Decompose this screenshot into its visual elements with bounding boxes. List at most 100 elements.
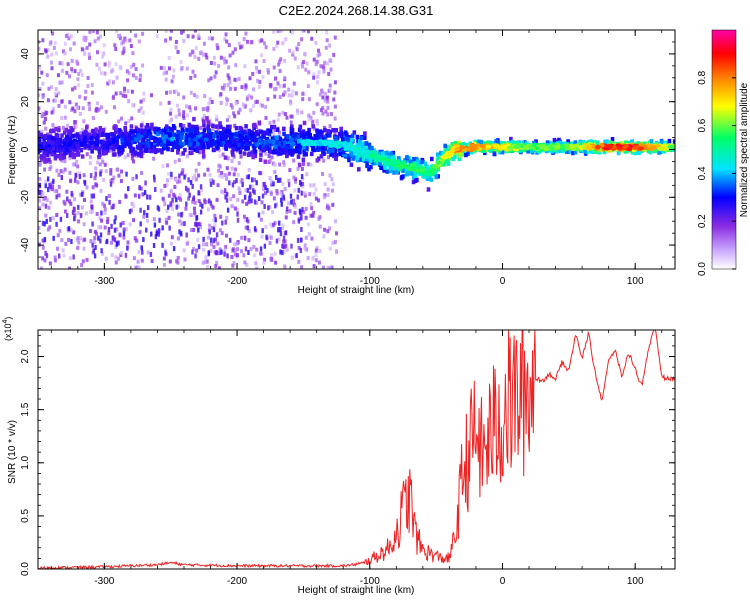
heatmap-cell <box>126 89 130 94</box>
heatmap-cell <box>296 143 300 149</box>
heatmap-cell <box>280 201 283 207</box>
heatmap-cell <box>219 142 224 147</box>
heatmap-cell <box>243 260 247 265</box>
heatmap-cell <box>171 202 175 207</box>
heatmap-cell <box>534 146 541 151</box>
heatmap-cell <box>99 169 103 174</box>
heatmap-cell <box>204 137 208 142</box>
heatmap-cell <box>367 142 372 148</box>
heatmap-cell <box>167 171 171 176</box>
heatmap-cell <box>90 83 94 88</box>
heatmap-cell <box>303 193 307 198</box>
heatmap-cell <box>139 207 142 213</box>
heatmap-cell <box>134 126 139 132</box>
heatmap-cell <box>161 164 165 169</box>
heatmap-cell <box>257 196 261 202</box>
heatmap-cell <box>298 149 302 155</box>
heatmap-cell <box>145 212 149 218</box>
heatmap-cell <box>329 145 333 151</box>
snr-y-label: SNR (10 * v/v) <box>7 420 18 484</box>
heatmap-cell <box>217 266 221 269</box>
heatmap-cell <box>282 92 286 97</box>
heatmap-cell <box>358 157 363 162</box>
heatmap-cell <box>103 207 107 212</box>
heatmap-cell <box>134 238 138 243</box>
heatmap-cell <box>202 119 206 124</box>
heatmap-cell <box>109 171 113 176</box>
heatmap-cell <box>66 123 70 128</box>
heatmap-cell <box>321 265 325 269</box>
heatmap-cell <box>277 237 281 242</box>
heatmap-cell <box>226 132 230 138</box>
x-tick-label: -200 <box>227 576 247 587</box>
heatmap-cell <box>310 213 314 218</box>
heatmap-cell <box>54 132 59 138</box>
heatmap-cell <box>122 49 126 54</box>
heatmap-cell <box>275 202 279 207</box>
heatmap-cell <box>446 152 453 157</box>
heatmap-cell <box>231 247 235 252</box>
heatmap-cell <box>189 128 194 133</box>
heatmap-cell <box>76 210 80 215</box>
heatmap-cell <box>550 149 554 154</box>
heatmap-cell <box>279 231 283 237</box>
heatmap-cell <box>602 149 607 155</box>
heatmap-cell <box>446 161 451 167</box>
heatmap-cell <box>180 142 185 147</box>
heatmap-cell <box>443 158 447 164</box>
heatmap-cell <box>244 146 248 151</box>
heatmap-cell <box>60 99 64 104</box>
heatmap-cell <box>107 193 111 198</box>
heatmap-cell <box>341 136 345 142</box>
heatmap-cell <box>263 204 266 210</box>
heatmap-cell <box>270 252 274 257</box>
heatmap-cell <box>220 170 224 175</box>
heatmap-cell <box>557 137 561 143</box>
heatmap-cell <box>162 139 167 144</box>
heatmap-cell <box>291 133 296 138</box>
heatmap-cell <box>223 130 227 136</box>
heatmap-cell <box>126 245 129 251</box>
heatmap-cell <box>211 225 215 230</box>
heatmap-cell <box>168 259 172 264</box>
heatmap-cell <box>648 146 655 151</box>
heatmap-cell <box>151 142 155 147</box>
heatmap-cell <box>72 147 77 152</box>
heatmap-cell <box>53 91 57 96</box>
heatmap-cell <box>293 204 297 209</box>
heatmap-cell <box>71 162 75 167</box>
heatmap-cell <box>271 139 276 144</box>
heatmap-cell <box>70 134 75 139</box>
x-tick-label: 100 <box>627 576 644 587</box>
heatmap-cell <box>201 203 204 209</box>
heatmap-cell <box>150 93 154 98</box>
heatmap-cell <box>250 95 254 100</box>
heatmap-cell <box>236 145 241 151</box>
heatmap-cell <box>207 129 212 134</box>
heatmap-cell <box>244 83 248 88</box>
heatmap-cell <box>234 125 239 131</box>
heatmap-cell <box>181 221 185 226</box>
heatmap-cell <box>191 183 194 189</box>
heatmap-cell <box>80 205 84 210</box>
heatmap-cell <box>91 185 95 190</box>
heatmap-cell <box>181 168 185 173</box>
heatmap-cell <box>595 140 600 145</box>
heatmap-cell <box>378 160 382 165</box>
heatmap-cell <box>264 185 267 191</box>
heatmap-cell <box>46 47 50 52</box>
heatmap-cell <box>328 43 332 48</box>
heatmap-cell <box>159 101 163 106</box>
heatmap-cell <box>183 174 186 180</box>
heatmap-cell <box>50 152 54 157</box>
heatmap-cell <box>298 133 303 138</box>
heatmap-cell <box>280 197 283 203</box>
heatmap-cell <box>73 213 77 218</box>
heatmap-cell <box>190 228 194 233</box>
heatmap-cell <box>244 218 248 223</box>
heatmap-cell <box>79 213 83 219</box>
heatmap-cell <box>62 154 67 160</box>
heatmap-cell <box>259 102 263 107</box>
heatmap-cell <box>95 62 99 67</box>
heatmap-cell <box>176 49 180 54</box>
